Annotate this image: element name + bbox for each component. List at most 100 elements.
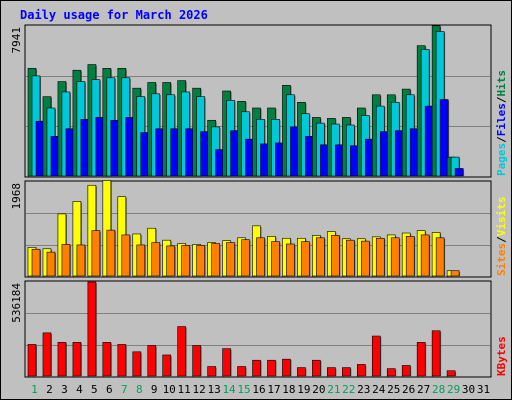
x-tick-label-day-8: 8 <box>136 383 143 396</box>
bar-sites-day-6 <box>106 229 116 277</box>
bar-sites-day-24 <box>375 237 385 277</box>
bar-sites-day-25 <box>390 237 400 277</box>
x-tick-label-day-24: 24 <box>372 383 386 396</box>
x-tick-label-day-3: 3 <box>61 383 68 396</box>
x-tick-label-day-31: 31 <box>477 383 490 396</box>
x-tick-label-day-20: 20 <box>312 383 325 396</box>
legend-pages: Pages <box>495 143 508 176</box>
x-tick-label-day-15: 15 <box>237 383 250 396</box>
x-tick-label-day-25: 25 <box>387 383 400 396</box>
bar-sites-day-7 <box>121 234 131 277</box>
legend-top: Pages/Files/Hits <box>495 70 508 176</box>
x-tick-label-day-2: 2 <box>46 383 53 396</box>
bar-kbytes-day-2 <box>42 332 52 377</box>
x-tick-label-day-19: 19 <box>297 383 310 396</box>
x-tick-label-day-22: 22 <box>342 383 355 396</box>
bar-sites-day-21 <box>331 235 340 277</box>
x-tick-label-day-12: 12 <box>193 383 206 396</box>
bar-kbytes-day-15 <box>237 366 246 377</box>
bar-sites-day-15 <box>241 239 250 277</box>
legend-separator: / <box>495 236 508 243</box>
bar-kbytes-day-3 <box>57 342 67 377</box>
y-max-label: 536184 <box>10 283 23 323</box>
chart-title: Daily usage for March 2026 <box>20 8 208 22</box>
x-tick-label-day-28: 28 <box>432 383 445 396</box>
legend-hits: Hits <box>495 70 508 97</box>
bar-kbytes-day-9 <box>147 345 157 377</box>
bar-pages-day-29 <box>454 168 464 177</box>
bar-sites-day-4 <box>76 244 86 277</box>
legend-middle: Sites/Visits <box>495 197 508 277</box>
x-tick-label-day-4: 4 <box>76 383 83 396</box>
bar-kbytes-day-25 <box>386 368 396 377</box>
bar-sites-day-2 <box>46 251 56 277</box>
legend-separator: / <box>495 136 508 143</box>
legend-separator: / <box>495 96 508 103</box>
y-max-label: 7941 <box>10 27 23 54</box>
bar-sites-day-19 <box>301 241 310 277</box>
bar-sites-day-12 <box>196 245 205 277</box>
legend-files: Files <box>495 103 508 136</box>
x-tick-label-day-10: 10 <box>163 383 176 396</box>
x-tick-label-day-13: 13 <box>207 383 220 396</box>
bar-kbytes-day-28 <box>431 330 441 377</box>
x-tick-label-day-7: 7 <box>121 383 128 396</box>
bar-sites-day-13 <box>211 243 220 277</box>
legend-kbytes: KBytes <box>495 336 508 376</box>
bar-sites-day-17 <box>271 241 280 277</box>
bar-sites-day-29 <box>450 270 460 277</box>
bar-kbytes-day-22 <box>342 367 351 377</box>
bar-kbytes-day-13 <box>207 366 216 377</box>
x-tick-label-day-21: 21 <box>327 383 340 396</box>
bar-sites-day-10 <box>166 245 176 277</box>
x-tick-label-day-26: 26 <box>402 383 415 396</box>
x-tick-label-day-18: 18 <box>282 383 295 396</box>
x-tick-label-day-17: 17 <box>267 383 280 396</box>
legend-visits: Visits <box>495 197 508 237</box>
x-tick-label-day-23: 23 <box>357 383 370 396</box>
x-tick-label-day-14: 14 <box>222 383 236 396</box>
bar-kbytes-day-12 <box>192 345 201 377</box>
bar-sites-day-20 <box>316 237 325 277</box>
panel-top: 7941 <box>10 24 492 178</box>
bar-kbytes-day-10 <box>162 354 172 377</box>
bar-kbytes-day-6 <box>102 342 112 377</box>
x-tick-label-day-29: 29 <box>447 383 460 396</box>
bar-sites-day-9 <box>151 242 161 277</box>
bar-kbytes-day-27 <box>416 342 426 377</box>
bar-sites-day-23 <box>360 240 370 277</box>
bar-sites-day-28 <box>435 237 445 277</box>
bar-sites-day-26 <box>405 236 415 277</box>
bar-sites-day-5 <box>91 230 101 277</box>
x-tick-label-day-16: 16 <box>252 383 265 396</box>
bar-sites-day-27 <box>420 234 430 277</box>
bar-kbytes-day-26 <box>401 365 411 377</box>
bar-kbytes-day-17 <box>267 359 276 377</box>
bar-kbytes-day-20 <box>312 359 321 377</box>
bar-kbytes-day-18 <box>282 358 291 377</box>
legend-sites: Sites <box>495 243 508 276</box>
bar-kbytes-day-5 <box>87 281 97 377</box>
bar-kbytes-day-16 <box>252 359 261 377</box>
bar-kbytes-day-8 <box>132 351 142 377</box>
bar-sites-day-14 <box>226 242 235 277</box>
x-tick-label-day-9: 9 <box>151 383 158 396</box>
bar-sites-day-18 <box>286 243 295 277</box>
bar-sites-day-16 <box>256 237 265 277</box>
panel-middle: 1968 <box>10 180 492 278</box>
bar-sites-day-11 <box>181 245 190 277</box>
x-tick-label-day-6: 6 <box>106 383 113 396</box>
bar-kbytes-day-19 <box>297 367 306 377</box>
bar-kbytes-day-11 <box>177 326 186 377</box>
bar-kbytes-day-4 <box>72 342 82 377</box>
y-max-label: 1968 <box>10 183 23 210</box>
panels-layer: 7941 1968 536184 <box>10 24 492 378</box>
x-tick-label-day-27: 27 <box>417 383 430 396</box>
bar-kbytes-day-29 <box>446 370 456 377</box>
x-tick-label-day-1: 1 <box>31 383 38 396</box>
bar-sites-day-3 <box>61 244 71 277</box>
x-axis-labels: 1 2 3 4 5 6 7 8 9 10 11 12 13 14 15 16 17 18 19 20 21 22 23 24 2… <box>31 383 490 396</box>
bar-sites-day-8 <box>136 244 146 277</box>
